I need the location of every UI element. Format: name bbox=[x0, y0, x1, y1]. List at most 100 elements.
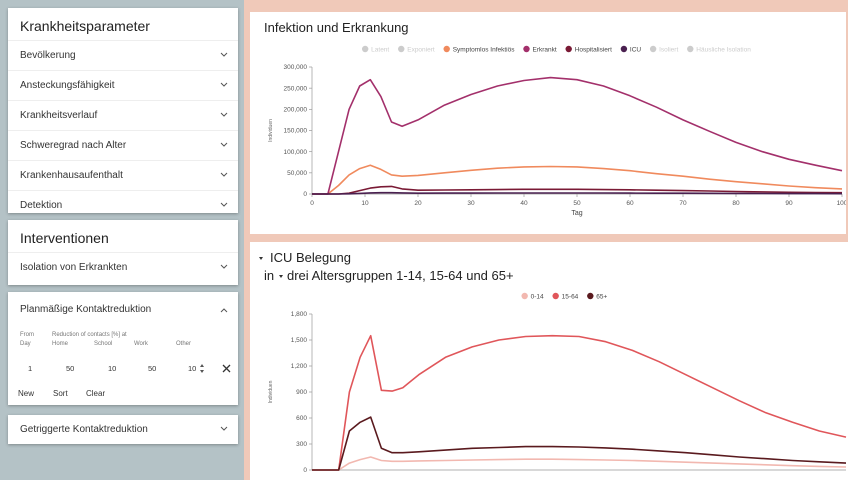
y-tick-label: 0 bbox=[303, 467, 307, 474]
button[interactable]: Clear bbox=[86, 389, 106, 398]
legend-swatch bbox=[687, 45, 694, 53]
series-line bbox=[312, 164, 843, 195]
series-line bbox=[312, 416, 847, 471]
section-title: Krankheitsparameter bbox=[20, 18, 150, 34]
intervention-card: Interventionen Isolation von Erkrankten bbox=[8, 220, 238, 285]
y-tick-label: 1,200 bbox=[291, 363, 308, 370]
hdr: School bbox=[94, 341, 113, 347]
chevron bbox=[220, 202, 228, 207]
legend-swatch bbox=[587, 292, 594, 300]
legend-swatch bbox=[523, 45, 530, 53]
x-tick-label: 70 bbox=[679, 200, 687, 207]
y-tick-label: 300,000 bbox=[284, 64, 308, 71]
chart-infection: Infektion und Erkrankung Latent Exponiert S… bbox=[250, 12, 846, 234]
legend-swatch bbox=[649, 45, 657, 53]
x-tick-label: 100 bbox=[837, 200, 846, 207]
section-title: Interventionen bbox=[20, 230, 109, 246]
item-list: Bevölkerung Ansteckungsfähigkeit Krankheit… bbox=[8, 40, 238, 220]
x-tick-label: 20 bbox=[414, 200, 422, 207]
chevron bbox=[220, 264, 228, 269]
label: Bevölkerung bbox=[20, 50, 76, 61]
accordion[interactable]: Krankenhausaufenthalt bbox=[8, 160, 238, 190]
legend-label: Exponiert bbox=[407, 47, 435, 54]
accordion[interactable]: Getriggerte Kontaktreduktion bbox=[8, 415, 238, 444]
chart-title: Infektion und Erkrankung bbox=[264, 20, 409, 35]
y-tick-label: 200,000 bbox=[284, 107, 308, 114]
accordion[interactable]: Isolation von Erkrankten bbox=[8, 252, 238, 282]
legend-label: Latent bbox=[371, 47, 389, 54]
accordion-open[interactable]: Planmäßige Kontaktreduktion bbox=[8, 292, 238, 328]
y-axis-label: Individuen bbox=[268, 380, 274, 403]
hdr: Work bbox=[134, 341, 148, 347]
legend-label: 65+ bbox=[596, 294, 607, 301]
y-tick-label: 0 bbox=[303, 191, 307, 198]
hdr: Home bbox=[52, 341, 69, 347]
cell[interactable]: 1 bbox=[28, 364, 33, 373]
chart-title: ICU Belegung bbox=[270, 250, 351, 265]
series-line bbox=[312, 76, 843, 195]
y-tick-label: 900 bbox=[296, 389, 307, 396]
legend-swatch bbox=[361, 45, 369, 53]
legend-label: ICU bbox=[630, 47, 642, 54]
y-axis-label: Individuen bbox=[268, 119, 274, 142]
hdr: Other bbox=[176, 341, 192, 347]
label: Getriggerte Kontaktreduktion bbox=[20, 424, 148, 435]
hdr: Day bbox=[20, 341, 31, 347]
label: Schweregrad nach Alter bbox=[20, 140, 127, 151]
legend-swatch bbox=[398, 45, 405, 53]
dropdown-icon bbox=[279, 275, 283, 278]
legend-swatch bbox=[552, 292, 559, 300]
y-tick-label: 600 bbox=[296, 415, 307, 422]
button[interactable]: Sort bbox=[53, 389, 68, 398]
legend-label: Erkrankt bbox=[532, 47, 556, 54]
subtitle: drei Altersgruppen 1-14, 15-64 und 65+ bbox=[287, 268, 514, 283]
hdr: Reduction of contacts [%] at bbox=[52, 332, 127, 338]
series-line bbox=[312, 191, 843, 195]
y-tick-label: 150,000 bbox=[284, 128, 308, 135]
series-line bbox=[312, 334, 847, 471]
cell[interactable]: 10 bbox=[108, 364, 117, 373]
x-tick-label: 30 bbox=[467, 200, 475, 207]
series-line bbox=[312, 185, 843, 195]
y-tick-label: 1,800 bbox=[291, 311, 308, 318]
chevron bbox=[220, 142, 228, 147]
y-tick-label: 100,000 bbox=[284, 149, 308, 156]
y-tick-label: 250,000 bbox=[284, 85, 308, 92]
y-tick-label: 1,500 bbox=[291, 337, 308, 344]
accordion[interactable]: Bevölkerung bbox=[8, 40, 238, 70]
legend-label: 15-64 bbox=[562, 294, 579, 301]
x-tick-label: 50 bbox=[573, 200, 581, 207]
row-controls[interactable] bbox=[198, 362, 238, 376]
legend-swatch bbox=[565, 45, 572, 53]
label: Ansteckungsfähigkeit bbox=[20, 80, 115, 91]
x-tick-label: 0 bbox=[310, 200, 314, 207]
legend-label: Isoliert bbox=[659, 47, 678, 54]
legend-swatch bbox=[620, 45, 628, 53]
accordion[interactable]: Krankheitsverlauf bbox=[8, 100, 238, 130]
chevron bbox=[220, 112, 228, 117]
cell[interactable]: 50 bbox=[148, 364, 157, 373]
chevron-up bbox=[220, 308, 228, 313]
label: Krankheitsverlauf bbox=[20, 110, 98, 121]
legend-label: Symptomlos Infektiös bbox=[453, 47, 516, 54]
accordion[interactable]: Schweregrad nach Alter bbox=[8, 130, 238, 160]
chevron bbox=[220, 172, 228, 177]
x-tick-label: 10 bbox=[361, 200, 369, 207]
button[interactable]: New bbox=[18, 389, 35, 398]
x-tick-label: 80 bbox=[732, 200, 740, 207]
label: Krankenhausaufenthalt bbox=[20, 170, 123, 181]
chevron bbox=[220, 426, 228, 431]
accordion[interactable]: Detektion bbox=[8, 190, 238, 220]
label: Planmäßige Kontaktreduktion bbox=[20, 304, 152, 315]
disease-card: Krankheitsparameter Bevölkerung Ansteckun… bbox=[8, 8, 238, 213]
accordion[interactable]: Ansteckungsfähigkeit bbox=[8, 70, 238, 100]
legend-label: Häusliche Isolation bbox=[696, 47, 751, 54]
cell[interactable]: 50 bbox=[66, 364, 75, 373]
item-list: Isolation von Erkrankten bbox=[8, 252, 238, 282]
contact-card: Planmäßige Kontaktreduktion From Day Red… bbox=[8, 292, 238, 405]
hdr: From bbox=[20, 332, 34, 338]
cell[interactable]: 10 bbox=[188, 364, 197, 373]
legend-label: Hospitalisiert bbox=[575, 47, 612, 54]
legend-swatch bbox=[521, 292, 528, 300]
